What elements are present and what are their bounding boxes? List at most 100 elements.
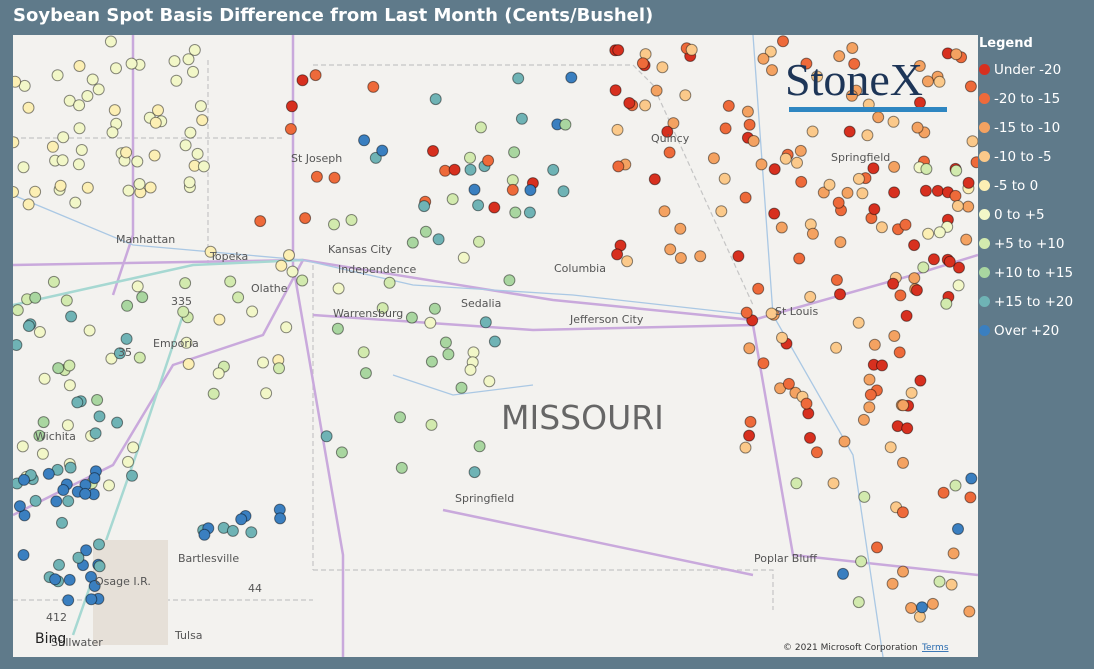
location-dot[interactable] xyxy=(133,351,146,364)
location-dot[interactable] xyxy=(856,187,869,200)
location-dot[interactable] xyxy=(133,178,146,190)
location-dot[interactable] xyxy=(908,272,921,285)
location-dot[interactable] xyxy=(910,284,923,297)
location-dot[interactable] xyxy=(897,565,909,578)
location-dot[interactable] xyxy=(858,490,871,503)
location-dot[interactable] xyxy=(876,359,888,372)
location-dot[interactable] xyxy=(871,541,883,554)
location-dot[interactable] xyxy=(506,183,519,196)
location-dot[interactable] xyxy=(468,183,481,196)
location-dot[interactable] xyxy=(81,181,94,194)
location-dot[interactable] xyxy=(806,125,819,138)
location-dot[interactable] xyxy=(782,377,795,390)
location-dot[interactable] xyxy=(37,416,50,429)
location-dot[interactable] xyxy=(191,147,204,160)
location-dot[interactable] xyxy=(61,419,74,432)
location-dot[interactable] xyxy=(439,336,452,349)
location-dot[interactable] xyxy=(488,201,501,214)
location-dot[interactable] xyxy=(144,181,157,194)
location-dot[interactable] xyxy=(472,199,485,212)
location-dot[interactable] xyxy=(184,126,197,139)
location-dot[interactable] xyxy=(56,154,69,167)
location-dot[interactable] xyxy=(113,347,126,360)
location-dot[interactable] xyxy=(75,144,88,156)
location-dot[interactable] xyxy=(79,487,92,500)
location-dot[interactable] xyxy=(182,358,195,370)
location-dot[interactable] xyxy=(852,172,865,185)
location-dot[interactable] xyxy=(656,61,669,74)
location-dot[interactable] xyxy=(183,176,196,189)
location-dot[interactable] xyxy=(768,207,781,220)
location-dot[interactable] xyxy=(310,170,323,183)
location-dot[interactable] xyxy=(38,372,51,385)
location-dot[interactable] xyxy=(376,144,389,157)
location-dot[interactable] xyxy=(73,99,86,112)
location-dot[interactable] xyxy=(794,144,807,157)
location-dot[interactable] xyxy=(833,50,846,63)
location-dot[interactable] xyxy=(367,80,380,93)
location-dot[interactable] xyxy=(357,346,370,359)
location-dot[interactable] xyxy=(922,227,935,240)
location-dot[interactable] xyxy=(136,291,149,304)
location-dot[interactable] xyxy=(89,427,102,440)
location-dot[interactable] xyxy=(442,348,455,361)
location-dot[interactable] xyxy=(722,99,735,112)
location-dot[interactable] xyxy=(612,44,625,57)
location-dot[interactable] xyxy=(187,65,199,78)
location-dot[interactable] xyxy=(22,198,35,211)
location-dot[interactable] xyxy=(875,221,888,234)
location-dot[interactable] xyxy=(664,243,677,256)
location-dot[interactable] xyxy=(868,203,881,216)
location-dot[interactable] xyxy=(63,94,76,107)
location-dot[interactable] xyxy=(964,491,977,504)
location-dot[interactable] xyxy=(80,544,93,557)
location-dot[interactable] xyxy=(804,431,816,444)
location-dot[interactable] xyxy=(180,336,193,349)
location-dot[interactable] xyxy=(419,225,432,238)
location-dot[interactable] xyxy=(122,184,135,197)
location-dot[interactable] xyxy=(299,212,312,225)
location-dot[interactable] xyxy=(848,57,861,70)
location-dot[interactable] xyxy=(523,206,536,219)
location-dot[interactable] xyxy=(92,83,105,96)
location-dot[interactable] xyxy=(913,60,926,72)
location-dot[interactable] xyxy=(369,151,382,164)
location-dot[interactable] xyxy=(464,163,477,176)
location-dot[interactable] xyxy=(931,184,944,197)
location-dot[interactable] xyxy=(483,375,496,388)
location-dot[interactable] xyxy=(888,186,901,199)
location-dot[interactable] xyxy=(674,222,687,235)
location-dot[interactable] xyxy=(88,580,101,592)
location-dot[interactable] xyxy=(950,48,963,61)
location-dot[interactable] xyxy=(406,236,419,249)
location-dot[interactable] xyxy=(63,379,76,392)
location-dot[interactable] xyxy=(71,396,84,409)
location-dot[interactable] xyxy=(296,274,309,287)
location-dot[interactable] xyxy=(424,316,437,329)
location-dot[interactable] xyxy=(260,387,273,400)
location-dot[interactable] xyxy=(284,123,297,135)
location-dot[interactable] xyxy=(830,274,843,286)
location-dot[interactable] xyxy=(623,97,636,109)
location-dot[interactable] xyxy=(966,135,978,148)
location-dot[interactable] xyxy=(179,277,192,290)
location-dot[interactable] xyxy=(741,105,754,118)
location-dot[interactable] xyxy=(13,75,22,88)
location-dot[interactable] xyxy=(917,261,930,274)
location-dot[interactable] xyxy=(897,399,910,412)
location-dot[interactable] xyxy=(104,35,117,48)
location-dot[interactable] xyxy=(131,155,144,168)
location-dot[interactable] xyxy=(949,479,962,492)
location-dot[interactable] xyxy=(212,367,225,380)
location-dot[interactable] xyxy=(296,74,309,87)
terms-link[interactable]: Terms xyxy=(921,643,949,653)
location-dot[interactable] xyxy=(963,605,976,618)
location-dot[interactable] xyxy=(22,320,35,332)
location-dot[interactable] xyxy=(611,248,624,261)
location-dot[interactable] xyxy=(926,597,939,610)
location-dot[interactable] xyxy=(467,346,480,359)
location-dot[interactable] xyxy=(952,523,964,535)
location-dot[interactable] xyxy=(896,506,909,519)
location-dot[interactable] xyxy=(127,441,140,454)
location-dot[interactable] xyxy=(111,416,124,429)
